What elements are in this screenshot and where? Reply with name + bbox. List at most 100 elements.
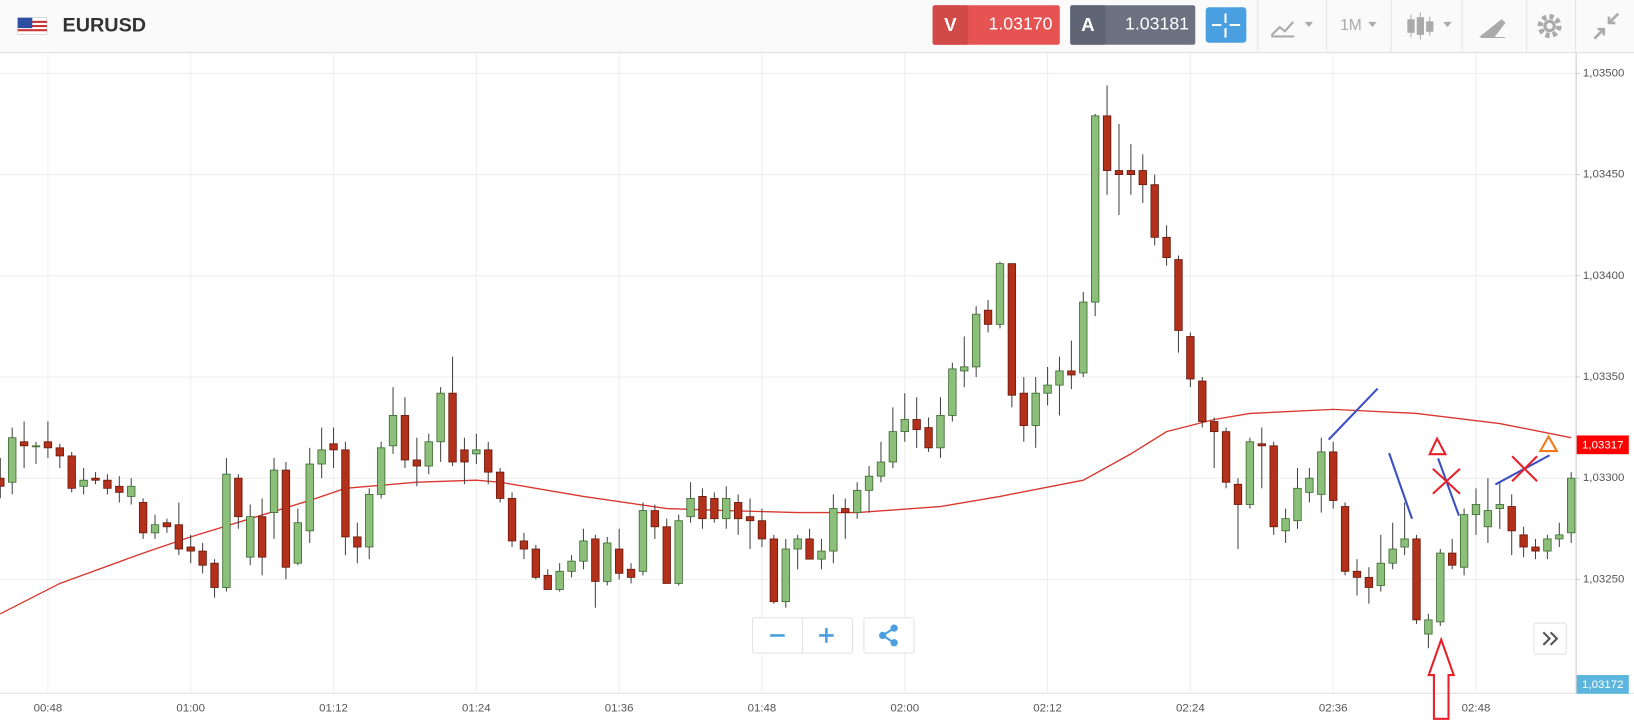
- candle-body: [162, 522, 172, 528]
- candle-body: [246, 516, 255, 558]
- candle-body: [888, 431, 898, 463]
- x-tick-label: 02:48: [1462, 702, 1491, 714]
- candle-body: [400, 415, 410, 461]
- candle-body: [507, 498, 517, 542]
- candle-body: [555, 570, 564, 590]
- chart-type-button[interactable]: [1270, 21, 1314, 38]
- candle-body: [1162, 236, 1171, 258]
- candle-body: [222, 473, 231, 588]
- candle-body: [662, 526, 671, 584]
- candle-body: [876, 461, 886, 477]
- candle-body: [972, 313, 981, 368]
- candle-body: [353, 536, 362, 548]
- sell-price: 1.03170: [989, 14, 1053, 34]
- candle-body: [448, 392, 457, 463]
- candle-body: [31, 445, 41, 448]
- crosshair-button[interactable]: [1205, 7, 1247, 43]
- candle-body: [1567, 477, 1576, 534]
- candle-body: [460, 449, 469, 463]
- candle-body: [1233, 483, 1243, 505]
- sell-button[interactable]: V 1.03170: [932, 5, 1060, 45]
- candle-body: [484, 449, 493, 473]
- candle-body: [626, 568, 636, 578]
- candle-body: [424, 441, 433, 467]
- candle-body: [745, 516, 755, 522]
- zoom-controls: [751, 617, 915, 654]
- settings-button[interactable]: [1537, 14, 1562, 39]
- candle-body: [698, 495, 707, 520]
- x-tick-label: 01:24: [462, 702, 491, 714]
- candle-body: [1138, 170, 1147, 186]
- candle-body: [1436, 552, 1445, 623]
- candle-body: [472, 449, 481, 455]
- candles: [0, 85, 1576, 649]
- candle-body: [186, 546, 195, 552]
- candle-body: [1340, 506, 1350, 572]
- candle-body: [1257, 443, 1266, 447]
- candle-body: [1186, 336, 1195, 380]
- candle-body: [1364, 576, 1374, 588]
- candle-body: [1174, 259, 1183, 331]
- candle-body: [1471, 504, 1481, 516]
- candle-body: [519, 540, 529, 550]
- timeframe-button[interactable]: 1M: [1340, 17, 1377, 34]
- candle-body: [1150, 184, 1159, 238]
- y-tick-label: 1,03300: [1583, 472, 1624, 484]
- candle-body: [603, 542, 612, 582]
- candle-body: [710, 498, 719, 520]
- toolbar: [0, 0, 1634, 53]
- candle-body: [543, 574, 552, 590]
- symbol: EURUSD: [63, 14, 147, 36]
- candle-body: [1055, 370, 1064, 386]
- buy-button[interactable]: A 1.03181: [1070, 5, 1196, 45]
- candle-body: [829, 508, 838, 552]
- scroll-right-button[interactable]: [1533, 622, 1567, 655]
- candle-body: [138, 502, 148, 534]
- candle-body: [1079, 301, 1088, 374]
- zoom-in-button[interactable]: [819, 628, 834, 643]
- candle-body: [341, 449, 350, 538]
- candle-body: [234, 477, 243, 518]
- buy-label: A: [1081, 14, 1095, 35]
- candle-button[interactable]: [1407, 12, 1452, 40]
- candle-body: [1329, 451, 1338, 501]
- candle-body: [1019, 392, 1028, 426]
- candle-body: [805, 538, 814, 560]
- current-price-label: 1,03317: [1582, 439, 1623, 451]
- candle-body: [55, 447, 64, 457]
- x-tick-label: 01:36: [605, 702, 634, 714]
- candle-body: [686, 498, 695, 518]
- candle-body: [1043, 384, 1052, 394]
- candle-body: [864, 475, 874, 491]
- candle-body: [614, 548, 624, 574]
- candle-body: [817, 550, 826, 560]
- candle-body: [793, 538, 802, 550]
- candle-body: [1245, 441, 1255, 505]
- annotations: [1327, 387, 1559, 720]
- collapse-button[interactable]: [1593, 12, 1620, 40]
- candle-body: [1210, 421, 1219, 433]
- candle-body: [1543, 538, 1552, 552]
- y-tick-label: 1,03250: [1583, 573, 1624, 585]
- candle-body: [936, 415, 945, 449]
- candle-body: [1531, 546, 1540, 552]
- candle-body: [1067, 370, 1076, 376]
- candle-body: [900, 419, 909, 433]
- candle-body: [198, 550, 207, 566]
- candle-body: [150, 524, 160, 534]
- candle-body: [1519, 534, 1528, 548]
- candle-body: [1198, 380, 1207, 422]
- candle-body: [995, 263, 1005, 325]
- candle-body: [210, 562, 219, 588]
- candle-body: [43, 441, 53, 449]
- candle-body: [1555, 534, 1564, 540]
- draw-button[interactable]: [1479, 19, 1506, 39]
- candle-body: [329, 443, 338, 451]
- candle-body: [1412, 538, 1421, 621]
- candle-body: [852, 489, 862, 514]
- candle-body: [1388, 548, 1397, 564]
- candle-body: [638, 510, 648, 572]
- candle-body: [8, 437, 17, 483]
- share-button[interactable]: [863, 617, 915, 654]
